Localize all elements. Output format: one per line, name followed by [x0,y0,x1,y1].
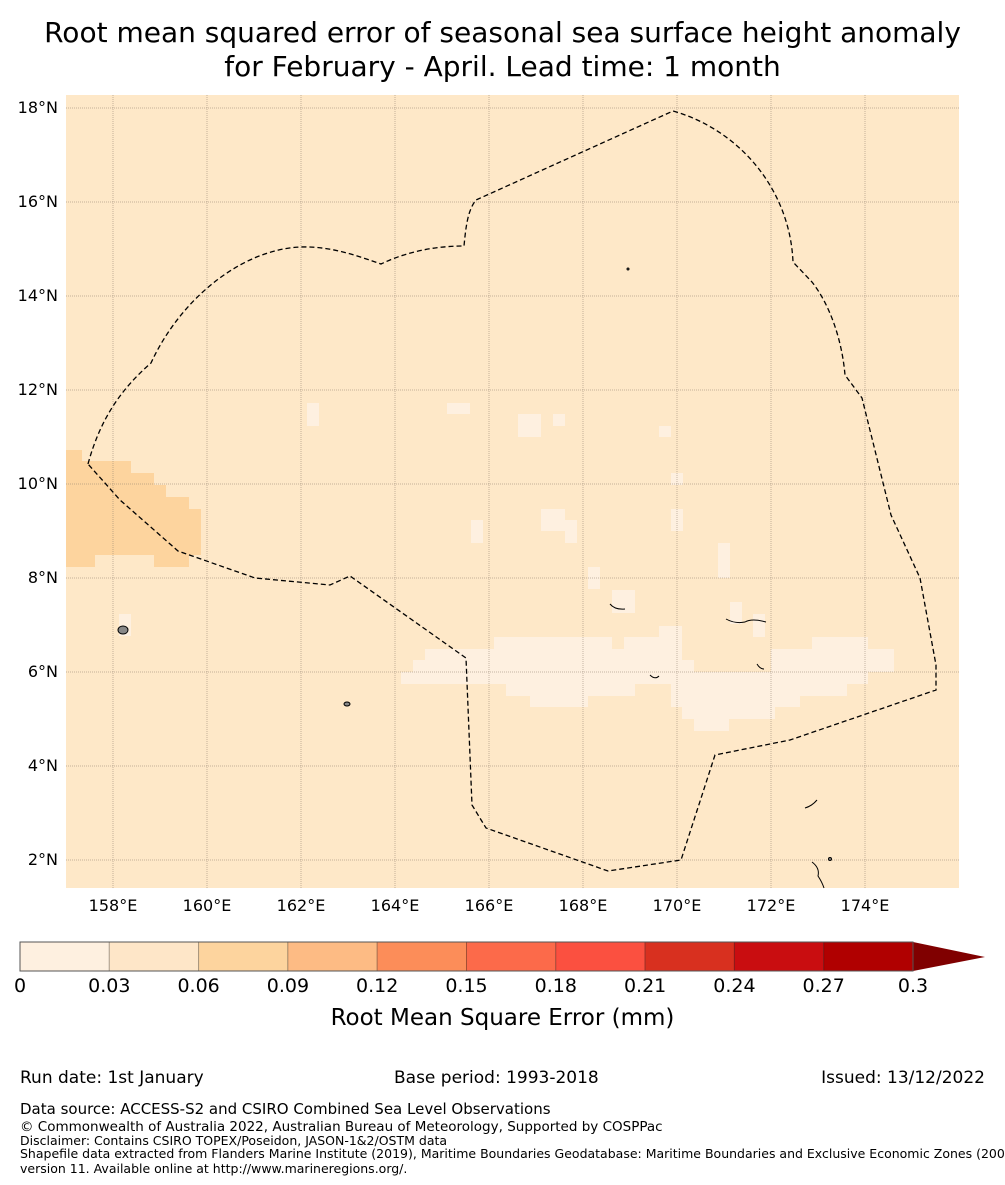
gridlines [66,95,959,888]
colorbar-segment [644,941,735,972]
lon-label: 174°E [840,896,890,915]
colorbar-segment [733,941,825,972]
colorbar-tick-label: 0.09 [266,975,310,997]
colorbar-segment [198,941,289,972]
colorbar-tick-label: 0.12 [356,975,399,997]
lon-label: 162°E [276,896,326,915]
colorbar-label: Root Mean Square Error (mm) [330,1005,675,1031]
issued-date: Issued: 13/12/2022 [821,1068,985,1088]
colorbar-frame [19,941,914,972]
colorbar-tick-label: 0.21 [623,975,667,997]
base-period: Base period: 1993-2018 [394,1068,599,1088]
islands [117,267,832,889]
lon-label: 160°E [182,896,232,915]
colorbar-segment [287,941,378,972]
colorbar-extend-arrow [913,942,985,971]
title-line-1: Root mean squared error of seasonal sea … [44,16,961,49]
colorbar-tick-label: 0.06 [177,975,220,997]
lat-label: 12°N [17,380,58,399]
colorbar-tick-label: 0 [13,975,27,997]
lat-label: 14°N [17,286,58,305]
lon-label: 164°E [370,896,420,915]
lower-error-regions [119,403,894,731]
lon-label: 172°E [746,896,796,915]
shapefile-credit-2: version 11. Available online at http://w… [20,1161,408,1176]
map-background [66,95,959,888]
lat-label: 18°N [17,98,58,117]
lat-label: 8°N [27,568,58,587]
colorbar-segment [555,941,646,972]
lon-label: 166°E [464,896,514,915]
colorbar-segment [466,941,557,972]
colorbar-tick-label: 0.18 [534,975,577,997]
shapefile-credit-1: Shapefile data extracted from Flanders M… [20,1146,1005,1161]
eez-boundary [87,110,937,872]
title-line-2: for February - April. Lead time: 1 month [224,50,781,83]
higher-error-region [66,450,201,567]
colorbar-tick-label: 0.03 [88,975,131,997]
map [66,95,959,889]
colorbar-tick-label: 0.3 [897,975,929,997]
colorbar-tick-label: 0.24 [713,975,756,997]
colorbar-segment [108,941,200,972]
lat-label: 2°N [27,850,58,869]
colorbar-tick-label: 0.15 [445,975,488,997]
colorbar [19,941,985,972]
data-source: Data source: ACCESS-S2 and CSIRO Combine… [20,1100,551,1118]
lon-label: 168°E [558,896,608,915]
lat-label: 6°N [27,662,58,681]
colorbar-segment [19,941,110,972]
lon-label: 170°E [652,896,702,915]
colorbar-tick-label: 0.27 [802,975,845,997]
colorbar-segment [823,941,914,972]
lat-label: 4°N [27,756,58,775]
lon-label: 158°E [88,896,138,915]
run-date: Run date: 1st January [20,1068,204,1088]
lat-label: 10°N [17,474,58,493]
disclaimer: Disclaimer: Contains CSIRO TOPEX/Poseido… [20,1133,448,1148]
lat-label: 16°N [17,192,58,211]
copyright: © Commonwealth of Australia 2022, Austra… [20,1119,663,1135]
colorbar-segment [376,941,468,972]
